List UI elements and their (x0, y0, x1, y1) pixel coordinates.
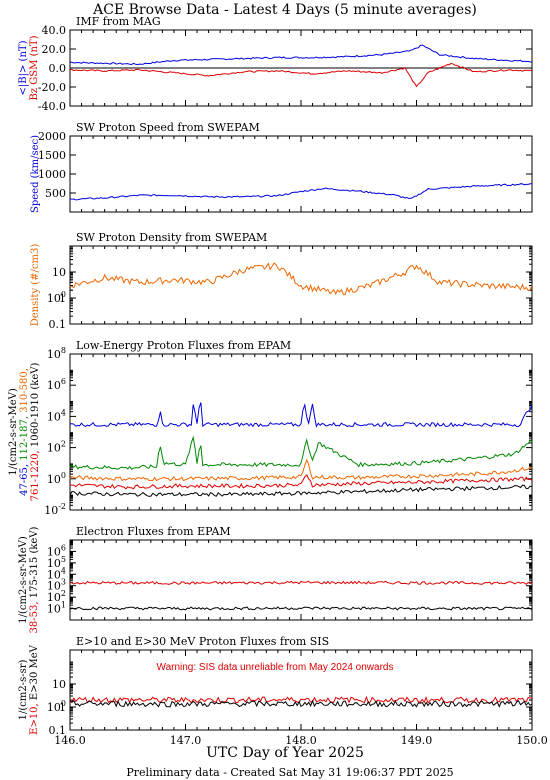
y-tick-label: 1000 (38, 168, 66, 181)
y-tick-label: 10 (52, 266, 66, 279)
panel-title: Electron Fluxes from EPAM (76, 525, 231, 538)
series-line-orange (69, 262, 533, 296)
y-tick-label: 20.0 (42, 43, 67, 56)
panel-title: IMF from MAG (76, 15, 161, 28)
y-tick-label: 100 (47, 471, 66, 486)
y-tick-label: 2000 (38, 130, 66, 143)
warning-annotation: Warning: SIS data unreliable from May 20… (157, 662, 394, 673)
x-tick-label: 146.0 (54, 734, 86, 747)
y-axis-label: E>10, E>30 MeV (29, 644, 40, 735)
y-tick-label: -20.0 (38, 81, 66, 94)
x-tick-label: 147.0 (170, 734, 202, 747)
panel-title: Low-Energy Proton Fluxes from EPAM (76, 339, 291, 352)
series-line-black (69, 699, 533, 708)
y-axis-label: 761-1220, 1060-1910 (keV) (30, 363, 41, 502)
y-tick-label: 0.1 (49, 318, 67, 331)
y-axis-label: Density (#/cm3) (30, 244, 41, 327)
series-line-blue (69, 402, 533, 428)
y-tick-label: 104 (47, 408, 66, 423)
series-line-black (69, 606, 533, 611)
series-line-red (69, 62, 533, 88)
x-tick-label: 148.0 (285, 734, 317, 747)
series-line-black (69, 484, 533, 497)
series-line-orange (69, 458, 533, 482)
y-axis-label: <|B|> (nT) (18, 40, 29, 95)
series-line-blue (69, 183, 532, 201)
y-tick-label: 1 (59, 292, 66, 305)
y-axis-label: 1/(cm2-s-sr) (18, 660, 29, 721)
y-tick-label: 0.0 (49, 62, 67, 75)
panel-frame (69, 539, 533, 621)
y-axis-label: 47-65, 112-187, 310-580, (19, 368, 30, 496)
y-tick-label: 108 (47, 346, 66, 361)
x-tick-label: 150.0 (516, 734, 548, 747)
x-axis-label: UTC Day of Year 2025 (206, 745, 364, 761)
series-line-red (69, 474, 533, 490)
y-tick-label: 102 (47, 440, 66, 455)
y-tick-label: 0.1 (49, 724, 67, 737)
y-tick-label: 500 (45, 187, 66, 200)
series-line-red (69, 580, 533, 585)
y-axis-label: Bz GSM (nT) (29, 35, 40, 100)
y-axis-label: 1/(cm2-s-sr-MeV) (18, 536, 29, 624)
figure-title: ACE Browse Data - Latest 4 Days (5 minut… (92, 2, 477, 18)
y-axis-label: 38-53, 175-315 (keV) (29, 526, 40, 633)
series-line-red (69, 695, 533, 704)
series-line-green (69, 435, 533, 470)
series-line-blue (70, 44, 533, 66)
y-tick-label: 10-2 (44, 502, 66, 517)
y-axis-label: Speed (km/sec) (30, 135, 41, 213)
y-tick-label: 40.0 (42, 24, 67, 37)
x-tick-label: 149.0 (401, 734, 433, 747)
panel-title: SW Proton Speed from SWEPAM (76, 121, 260, 134)
y-tick-label: 106 (47, 377, 66, 392)
panel-frame (69, 135, 533, 213)
footer-note: Preliminary data - Created Sat May 31 19… (126, 766, 453, 779)
panel-title: E>10 and E>30 MeV Proton Fluxes from SIS (76, 635, 329, 648)
y-axis-label: 1/(cm2-s-sr-MeV) (8, 388, 19, 476)
y-tick-label: 1500 (38, 149, 66, 162)
y-tick-label: 10 (52, 678, 66, 691)
panel-title: SW Proton Density from SWEPAM (76, 231, 267, 244)
y-tick-label: -40.0 (38, 100, 66, 113)
y-tick-label: 1 (59, 701, 66, 714)
